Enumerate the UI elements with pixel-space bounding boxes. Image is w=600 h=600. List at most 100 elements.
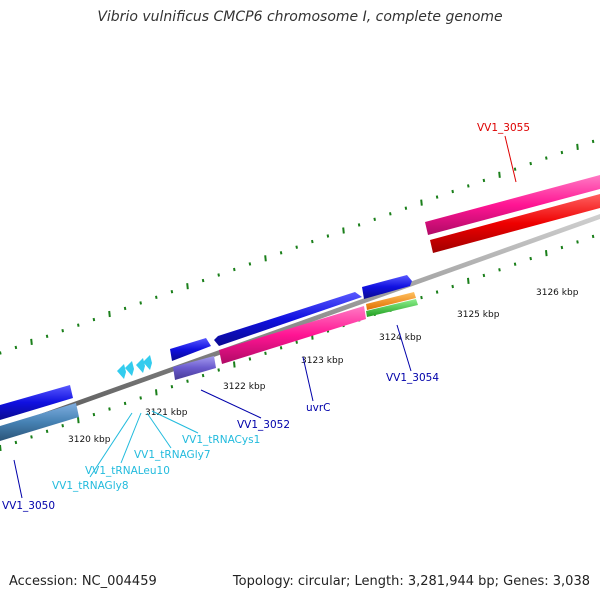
- tick-mark: [186, 283, 189, 290]
- tick-mark: [201, 278, 205, 283]
- label-vv1-trnagly7[interactable]: VV1_tRNAGly7: [134, 449, 211, 461]
- tick-mark: [342, 227, 345, 234]
- gene-uvrc[interactable]: [219, 306, 366, 364]
- tick-mark: [513, 167, 517, 171]
- tick-mark: [404, 206, 408, 210]
- scale-label-3122: 3122 kbp: [223, 382, 266, 392]
- tick-mark: [357, 223, 361, 227]
- tick-mark: [451, 189, 454, 194]
- tick-mark: [467, 277, 470, 284]
- scale-label-3126: 3126 kbp: [536, 288, 579, 298]
- map-title: Vibrio vulnificus CMCP6 chromosome I, co…: [97, 9, 503, 25]
- label-vv1-3052[interactable]: VV1_3052: [237, 419, 290, 431]
- tick-mark: [139, 396, 142, 400]
- scale-label-3125: 3125 kbp: [457, 310, 500, 320]
- tick-mark: [14, 345, 18, 350]
- tick-mark: [326, 234, 330, 238]
- gene-vv1-3050-blue[interactable]: [0, 385, 73, 420]
- tick-mark: [498, 171, 501, 178]
- label-vv1-trnagly8[interactable]: VV1_tRNAGly8: [52, 480, 129, 492]
- gene-vv1-3053-blue[interactable]: [214, 292, 362, 346]
- leader-vv1-trnacys1: [151, 410, 199, 434]
- tick-mark: [108, 310, 111, 318]
- tick-mark: [279, 251, 283, 255]
- label-uvrc[interactable]: uvrC: [306, 402, 331, 414]
- leader-vv1-3050: [13, 459, 23, 499]
- tick-mark: [233, 267, 236, 272]
- chromosome-backbone: [0, 214, 600, 434]
- tick-mark: [482, 178, 486, 183]
- gene-vv1-3052[interactable]: [173, 356, 216, 380]
- tick-mark: [0, 444, 2, 452]
- outer-tick-row: [0, 139, 595, 355]
- tick-mark: [217, 368, 220, 372]
- tick-mark: [45, 429, 49, 433]
- tick-mark: [591, 234, 595, 239]
- label-vv1-3050[interactable]: VV1_3050: [2, 500, 55, 512]
- gene-vv1-3054-green[interactable]: [366, 299, 418, 317]
- label-vv1-3055[interactable]: VV1_3055: [477, 122, 530, 134]
- tick-mark: [217, 273, 220, 277]
- gene-vv1-3055-outer[interactable]: [425, 175, 600, 235]
- tick-mark: [92, 317, 96, 322]
- tick-mark: [591, 139, 595, 144]
- leader-vv1-3052: [200, 389, 262, 419]
- tick-mark: [264, 255, 267, 262]
- tick-mark: [170, 385, 174, 389]
- trna-arrow-1[interactable]: [117, 364, 126, 379]
- leader-vv1-3054: [396, 324, 412, 372]
- gene-vv1-3052-blue[interactable]: [170, 338, 211, 361]
- gene-vv1-3050[interactable]: [0, 403, 79, 441]
- tick-mark: [155, 295, 158, 299]
- trna-arrow-3[interactable]: [136, 358, 145, 373]
- gene-labels: VV1_3055 VV1_3054 uvrC VV1_3052 VV1_tRNA…: [2, 122, 530, 512]
- tick-mark: [248, 357, 252, 361]
- tick-mark: [61, 329, 64, 333]
- scale-label-3124: 3124 kbp: [379, 333, 422, 343]
- tick-mark: [77, 323, 80, 327]
- leader-uvrc: [302, 356, 314, 402]
- leader-vv1-trnaleu10: [120, 412, 142, 464]
- tick-mark: [482, 273, 486, 278]
- tick-mark: [30, 435, 33, 439]
- tick-mark: [155, 389, 158, 396]
- tick-mark: [170, 290, 174, 294]
- tick-mark: [248, 262, 252, 266]
- tick-mark: [560, 245, 564, 250]
- tick-mark: [233, 361, 236, 368]
- tick-mark: [45, 334, 49, 338]
- leader-vv1-3055: [504, 135, 517, 183]
- tick-mark: [529, 256, 532, 261]
- gene-vv1-3055-inner[interactable]: [430, 194, 600, 253]
- tick-mark: [498, 268, 501, 272]
- tick-mark: [14, 440, 18, 445]
- inner-tick-row: [0, 234, 595, 452]
- tick-mark: [295, 245, 298, 249]
- label-vv1-trnaleu10[interactable]: VV1_tRNALeu10: [85, 465, 170, 477]
- tick-mark: [373, 217, 376, 221]
- trna-arrow-2[interactable]: [125, 361, 134, 376]
- tick-mark: [123, 306, 127, 311]
- leader-vv1-trnagly8: [89, 412, 133, 478]
- trna-arrow-4[interactable]: [143, 355, 152, 370]
- tick-mark: [389, 212, 392, 216]
- gene-vv1-3054-blue[interactable]: [362, 275, 412, 299]
- tick-mark: [139, 301, 142, 305]
- gene-vv1-3054-orange[interactable]: [366, 292, 416, 310]
- leader-vv1-trnagly7: [146, 412, 172, 449]
- tick-mark: [264, 351, 267, 355]
- accession-text: Accession: NC_004459: [9, 574, 157, 589]
- tick-mark: [279, 346, 283, 350]
- tick-mark: [435, 195, 439, 199]
- label-vv1-3054[interactable]: VV1_3054: [386, 372, 439, 384]
- label-vv1-trnacys1[interactable]: VV1_tRNACys1: [182, 434, 260, 446]
- tick-mark: [529, 161, 532, 166]
- tick-mark: [311, 239, 314, 244]
- tick-mark: [560, 150, 564, 155]
- scale-label-3121: 3121 kbp: [145, 408, 188, 418]
- scale-labels: 3120 kbp 3121 kbp 3122 kbp 3123 kbp 3124…: [68, 288, 579, 445]
- tick-mark: [108, 407, 111, 411]
- label-leaders: [13, 135, 517, 499]
- tick-mark: [30, 338, 33, 345]
